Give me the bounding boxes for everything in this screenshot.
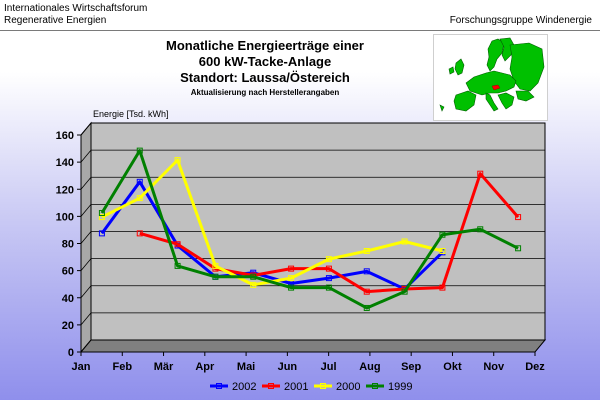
data-point-2001 <box>325 265 332 272</box>
gridline <box>80 258 545 271</box>
chart-title-line-2: 600 kW-Tacke-Anlage <box>198 54 332 69</box>
gridline <box>80 312 545 326</box>
series-line-2001 <box>139 172 520 294</box>
data-point-2000 <box>439 247 446 254</box>
y-tick-label: 40 <box>62 293 74 305</box>
legend-marker-2001 <box>268 383 274 389</box>
y-axis: 0 20 40 60 80 100 120 140 160 <box>56 130 82 359</box>
y-tick-label: 20 <box>62 320 74 332</box>
data-point-2000 <box>401 238 408 245</box>
data-point-2002 <box>363 268 370 275</box>
series-lines <box>98 147 522 311</box>
legend-marker-2002 <box>216 383 222 389</box>
data-point-1999 <box>250 273 257 280</box>
chart-title-block: Monatliche Energieerträge einer 600 kW-T… <box>130 38 400 99</box>
y-tick-label: 0 <box>68 347 74 359</box>
data-point-1999 <box>363 304 370 311</box>
y-axis-label: Energie [Tsd. kWh] <box>93 109 169 119</box>
data-point-1999 <box>515 245 522 252</box>
data-point-2000 <box>136 195 143 202</box>
gridline <box>80 176 545 190</box>
x-axis: Jan Feb Mär Apr Mai Jun Jul Aug Sep Okt Nov Dez <box>72 351 545 373</box>
data-point-1999 <box>325 284 332 291</box>
gridline <box>80 122 545 136</box>
legend-label-2002: 2002 <box>232 381 256 393</box>
chart-title-line-1: Monatliche Energieerträge einer <box>166 38 364 53</box>
x-tick-label: Aug <box>359 361 380 373</box>
data-point-2000 <box>250 281 257 288</box>
x-tick-label: Feb <box>112 361 132 373</box>
gridline <box>80 203 545 217</box>
data-point-1999 <box>477 226 484 233</box>
data-point-1999 <box>136 147 143 154</box>
plot-floor <box>79 339 547 353</box>
data-point-2001 <box>477 170 484 177</box>
research-group: Forschungsgruppe Windenergie <box>449 15 592 26</box>
y-tick-label: 120 <box>56 184 74 196</box>
data-point-2000 <box>174 157 181 164</box>
y-tick-label: 140 <box>56 157 74 169</box>
legend-marker-2000 <box>320 383 326 389</box>
y-tick-label: 60 <box>62 266 74 278</box>
legend-label-2000: 2000 <box>336 381 360 393</box>
data-point-2002 <box>136 178 143 185</box>
data-point-1999 <box>174 262 181 269</box>
legend-label-1999: 1999 <box>388 381 412 393</box>
data-point-2001 <box>363 288 370 295</box>
x-tick-label: Mai <box>237 361 255 373</box>
legend-label-2001: 2001 <box>284 381 308 393</box>
y-tick-label: 160 <box>56 130 74 142</box>
x-tick-label: Apr <box>195 361 215 373</box>
data-point-1999 <box>401 288 408 295</box>
data-point-2000 <box>212 262 219 269</box>
europe-map-icon <box>433 34 548 121</box>
chart-title-line-3: Standort: Laussa/Östereich <box>180 70 350 85</box>
series-line-2002 <box>100 180 444 291</box>
legend-marker-1999 <box>372 383 378 389</box>
data-point-1999 <box>212 273 219 280</box>
forum-subname: Regenerative Energien <box>4 15 107 26</box>
chart-subtitle: Aktualisierung nach Herstellerangaben <box>190 88 340 97</box>
data-point-2001 <box>174 241 181 248</box>
header-left: Internationales Wirtschaftsforum Regener… <box>4 3 147 27</box>
x-tick-label: Dez <box>525 361 545 373</box>
gridline <box>80 149 545 163</box>
y-tick-label: 80 <box>62 239 74 251</box>
data-point-2002 <box>325 275 332 282</box>
data-point-2001 <box>136 230 143 237</box>
y-tick-label: 100 <box>56 211 74 223</box>
data-point-2002 <box>98 230 105 237</box>
data-point-2001 <box>288 265 295 272</box>
data-point-1999 <box>98 210 105 217</box>
data-point-1999 <box>288 284 295 291</box>
series-line-1999 <box>100 149 519 310</box>
x-tick-label: Jun <box>278 361 298 373</box>
gridline <box>80 231 545 244</box>
chart-legend: 2002 2001 2000 1999 <box>210 381 412 393</box>
forum-name: Internationales Wirtschaftsforum <box>4 3 148 14</box>
x-tick-label: Mär <box>154 361 174 373</box>
x-tick-label: Jul <box>321 361 337 373</box>
data-point-2001 <box>515 214 522 221</box>
data-point-2000 <box>98 214 105 221</box>
data-point-1999 <box>439 231 446 238</box>
data-point-2001 <box>439 284 446 291</box>
data-point-2000 <box>325 256 332 263</box>
x-tick-label: Sep <box>401 361 421 373</box>
x-tick-label: Nov <box>483 361 505 373</box>
header-divider <box>0 30 600 31</box>
gridline <box>80 285 545 299</box>
x-tick-label: Jan <box>72 361 91 373</box>
x-tick-label: Okt <box>443 361 462 373</box>
data-point-2000 <box>363 247 370 254</box>
data-point-2000 <box>288 275 295 282</box>
